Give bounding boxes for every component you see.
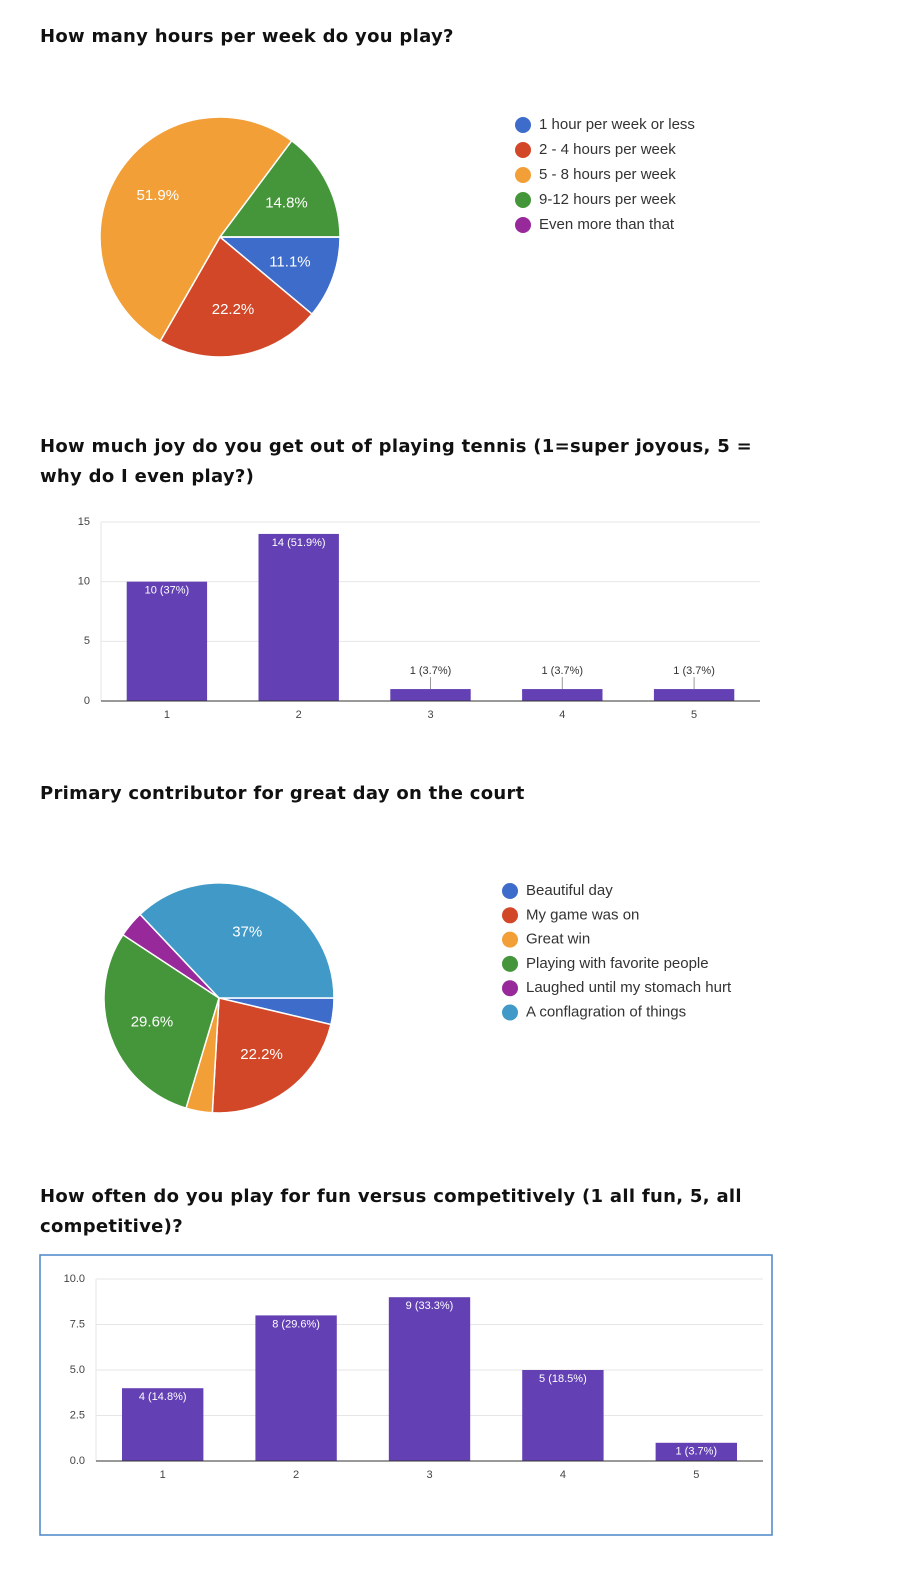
y-tick-label: 2.5 (70, 1409, 85, 1421)
bar (522, 1370, 604, 1461)
legend-swatch (515, 117, 531, 133)
legend-label: 9-12 hours per week (539, 191, 676, 208)
pie-slice (218, 139, 341, 238)
legend-label: Even more than that (539, 216, 675, 233)
pie-slice (211, 997, 332, 1114)
bar-value-label: 9 (33.3%) (406, 1300, 454, 1312)
chart-title: How much joy do you get out of playing t… (40, 436, 753, 487)
legend-label: My game was on (526, 906, 639, 923)
legend-label: 2 - 4 hours per week (539, 141, 676, 158)
x-tick-label: 2 (296, 709, 302, 721)
bar-value-label: 1 (3.7%) (410, 665, 452, 677)
legend-swatch (502, 1004, 518, 1021)
x-tick-label: 5 (693, 1469, 699, 1481)
bar-value-label: 1 (3.7%) (542, 665, 584, 677)
bar (126, 581, 208, 701)
x-tick-label: 4 (559, 709, 565, 721)
x-tick-label: 4 (560, 1469, 566, 1481)
chart-title: Primary contributor for great day on the… (40, 783, 525, 804)
y-tick-label: 7.5 (70, 1318, 85, 1330)
legend-swatch (502, 883, 518, 899)
legend-swatch (515, 167, 531, 183)
slice-label: 22.2% (240, 1046, 283, 1063)
bar-value-label: 14 (51.9%) (272, 537, 326, 549)
bar (390, 689, 471, 701)
legend-swatch (502, 955, 518, 972)
slice-label: 22.2% (212, 301, 255, 318)
y-tick-label: 5.0 (70, 1364, 85, 1376)
legend-label: A conflagration of things (526, 1003, 686, 1020)
bar (653, 689, 735, 701)
slice-label: 14.8% (265, 195, 308, 212)
legend-swatch (515, 192, 531, 208)
bar-value-label: 4 (14.8%) (139, 1391, 187, 1403)
chart-frame (39, 1254, 773, 1536)
legend-label: Beautiful day (526, 882, 613, 899)
bar (522, 689, 603, 701)
bar-value-label: 5 (18.5%) (539, 1373, 587, 1385)
bar (255, 1315, 337, 1461)
bar-value-label: 1 (3.7%) (673, 665, 715, 677)
bar (258, 533, 339, 701)
pie-slice (217, 236, 341, 316)
slice-label: 29.6% (131, 1013, 174, 1030)
pie-slice (103, 933, 220, 1110)
legend-swatch (515, 142, 531, 158)
legend-swatch (502, 931, 518, 948)
slice-label: 37% (232, 923, 262, 940)
bar (655, 1442, 737, 1461)
chart-title: How often do you play for fun versus com… (40, 1186, 742, 1237)
legend-label: Great win (526, 931, 590, 948)
legend-swatch (502, 907, 518, 924)
bar (122, 1388, 204, 1461)
pie-slice (159, 235, 314, 358)
bar-value-label: 1 (3.7%) (676, 1446, 718, 1458)
slice-label: 51.9% (137, 187, 180, 204)
x-tick-label: 1 (160, 1469, 166, 1481)
legend-label: Laughed until my stomach hurt (526, 979, 732, 996)
x-tick-label: 3 (427, 709, 433, 721)
y-tick-label: 15 (78, 516, 90, 528)
chart-title: How many hours per week do you play? (40, 26, 454, 47)
y-tick-label: 10.0 (64, 1273, 85, 1285)
slice-label: 11.1% (269, 253, 310, 270)
x-tick-label: 2 (293, 1469, 299, 1481)
x-tick-label: 1 (164, 709, 170, 721)
legend-swatch (502, 980, 518, 997)
bar-value-label: 10 (37%) (145, 585, 190, 597)
bar-value-label: 8 (29.6%) (272, 1318, 320, 1330)
pie-slice (139, 882, 335, 999)
y-tick-label: 0.0 (70, 1455, 85, 1467)
legend-label: 5 - 8 hours per week (539, 166, 676, 183)
y-tick-label: 10 (78, 576, 90, 588)
x-tick-label: 3 (426, 1469, 432, 1481)
legend-swatch (515, 217, 531, 233)
legend-label: Playing with favorite people (526, 955, 709, 972)
y-tick-label: 5 (84, 635, 90, 647)
y-tick-label: 0 (84, 695, 90, 707)
pie-slice (99, 116, 293, 343)
x-tick-label: 5 (691, 709, 697, 721)
legend-label: 1 hour per week or less (539, 116, 695, 133)
bar (388, 1297, 471, 1461)
